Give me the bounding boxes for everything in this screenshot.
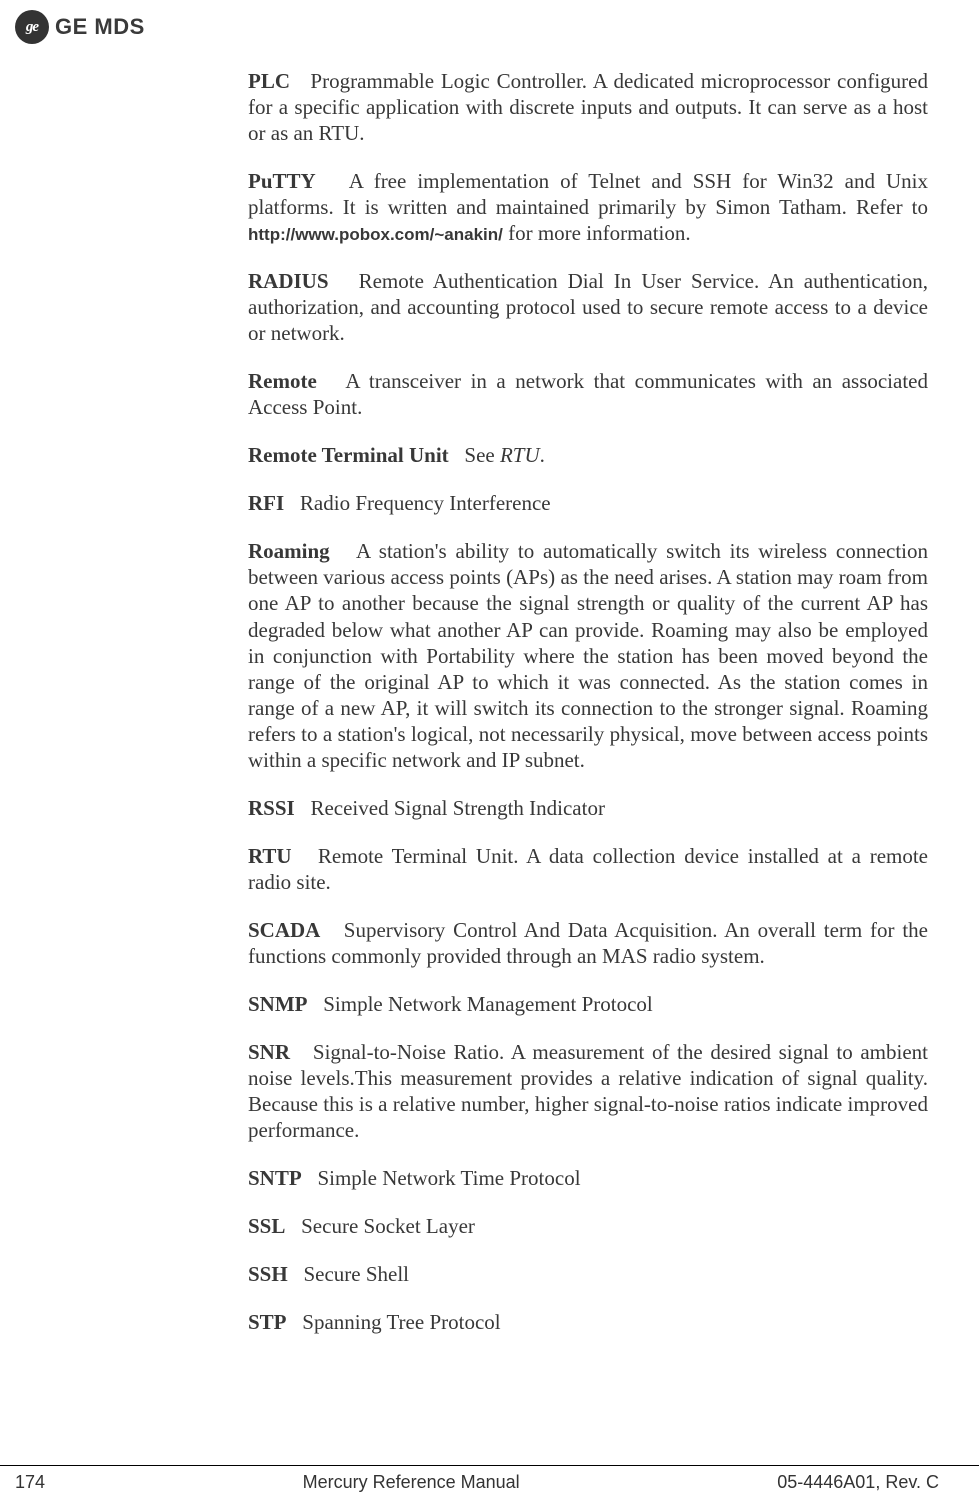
definition: Supervisory Control And Data Acquisition…: [248, 918, 928, 968]
definition: Radio Frequency Interference: [300, 491, 551, 515]
term: RSSI: [248, 796, 295, 820]
definition-post: for more information.: [503, 221, 691, 245]
page-header: ge GE MDS: [15, 10, 145, 44]
glossary-entry: SCADA Supervisory Control And Data Acqui…: [248, 917, 928, 969]
glossary-entry: PLC Programmable Logic Controller. A ded…: [248, 68, 928, 146]
term: SSL: [248, 1214, 285, 1238]
term: Remote: [248, 369, 317, 393]
definition: Simple Network Management Protocol: [323, 992, 653, 1016]
glossary-entry: RTU Remote Terminal Unit. A data collect…: [248, 843, 928, 895]
definition: A station's ability to automatically swi…: [248, 539, 928, 771]
term: SNR: [248, 1040, 290, 1064]
glossary-entry: SNMP Simple Network Management Protocol: [248, 991, 928, 1017]
external-link[interactable]: http://www.pobox.com/~anakin/: [248, 225, 503, 244]
glossary-entry: SNTP Simple Network Time Protocol: [248, 1165, 928, 1191]
glossary-entry: SSL Secure Socket Layer: [248, 1213, 928, 1239]
definition: Secure Socket Layer: [301, 1214, 475, 1238]
term: RFI: [248, 491, 284, 515]
term: SNMP: [248, 992, 308, 1016]
page-footer: 174 Mercury Reference Manual 05-4446A01,…: [0, 1465, 979, 1493]
page-number: 174: [15, 1472, 45, 1493]
term: RADIUS: [248, 269, 329, 293]
definition: Signal-to-Noise Ratio. A measurement of …: [248, 1040, 928, 1142]
glossary-entry: STP Spanning Tree Protocol: [248, 1309, 928, 1335]
definition: A transceiver in a network that communic…: [248, 369, 928, 419]
ge-logo-icon: ge: [15, 10, 49, 44]
term: STP: [248, 1310, 287, 1334]
glossary-entry: Roaming A station's ability to automatic…: [248, 538, 928, 772]
manual-title: Mercury Reference Manual: [45, 1472, 777, 1493]
glossary-entry: RSSI Received Signal Strength Indicator: [248, 795, 928, 821]
definition: Programmable Logic Controller. A dedicat…: [248, 69, 928, 145]
definition: Remote Authentication Dial In User Servi…: [248, 269, 928, 345]
term: PuTTY: [248, 169, 316, 193]
term: SSH: [248, 1262, 288, 1286]
term: Roaming: [248, 539, 330, 563]
glossary-content: PLC Programmable Logic Controller. A ded…: [248, 68, 928, 1357]
glossary-entry: PuTTY A free implementation of Telnet an…: [248, 168, 928, 246]
glossary-entry: RADIUS Remote Authentication Dial In Use…: [248, 268, 928, 346]
term: PLC: [248, 69, 290, 93]
definition: Secure Shell: [303, 1262, 409, 1286]
definition-pre: A free implementation of Telnet and SSH …: [248, 169, 928, 219]
glossary-entry: Remote A transceiver in a network that c…: [248, 368, 928, 420]
term: RTU: [248, 844, 292, 868]
term: SCADA: [248, 918, 320, 942]
doc-number: 05-4446A01, Rev. C: [777, 1472, 939, 1493]
term: Remote Terminal Unit: [248, 443, 449, 467]
definition: Received Signal Strength Indicator: [310, 796, 605, 820]
glossary-entry: SNR Signal-to-Noise Ratio. A measurement…: [248, 1039, 928, 1143]
glossary-entry: Remote Terminal Unit See RTU.: [248, 442, 928, 468]
glossary-entry: SSH Secure Shell: [248, 1261, 928, 1287]
see-reference: RTU: [500, 443, 540, 467]
definition-pre: See: [464, 443, 500, 467]
definition-post: .: [540, 443, 545, 467]
definition: Remote Terminal Unit. A data collection …: [248, 844, 928, 894]
term: SNTP: [248, 1166, 302, 1190]
brand-label: GE MDS: [55, 14, 145, 40]
definition: Spanning Tree Protocol: [302, 1310, 500, 1334]
definition: Simple Network Time Protocol: [317, 1166, 580, 1190]
glossary-entry: RFI Radio Frequency Interference: [248, 490, 928, 516]
